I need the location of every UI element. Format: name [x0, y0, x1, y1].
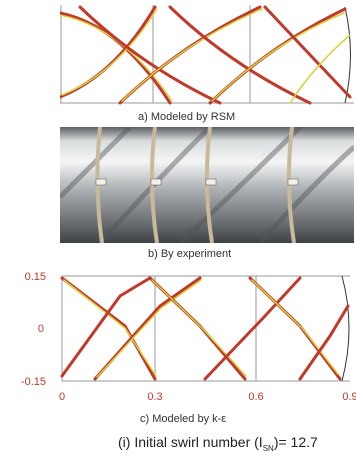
x-tick-0.3: 0.3	[147, 391, 162, 403]
figure-caption-value: )= 12.7	[273, 434, 318, 450]
rsm-pipe-outline	[344, 6, 351, 104]
y-tick-0: 0	[38, 323, 44, 335]
figure-caption-text: (i) Initial swirl number (I	[118, 434, 263, 450]
rsm-streaks	[60, 5, 352, 105]
kepsilon-streaks	[60, 276, 350, 381]
x-tick-0: 0	[59, 391, 65, 403]
x-tick-0.6: 0.6	[248, 391, 263, 403]
x-tick-0.9: 0.9	[342, 391, 356, 403]
kepsilon-caption: c) Modeled by k-ε	[140, 413, 227, 425]
rsm-caption: a) Modeled by RSM	[138, 111, 236, 123]
pipe-swirl-shadows	[60, 127, 354, 243]
figure-caption-subscript: SN	[262, 443, 274, 453]
rsm-grid	[60, 5, 354, 104]
kepsilon-pipe-outline	[341, 275, 350, 382]
y-tick-neg0.15: -0.15	[21, 376, 46, 388]
rsm-streak-plot	[60, 5, 354, 105]
figure-caption: (i) Initial swirl number (ISN)= 12.7	[118, 434, 318, 453]
k-epsilon-streak-plot: 0.15 0 -0.15 0 0.3 0.6 0.9	[21, 271, 356, 403]
experiment-caption: b) By experiment	[148, 248, 232, 260]
kepsilon-grid	[61, 275, 350, 382]
y-tick-0.15: 0.15	[25, 271, 46, 283]
experiment-photo	[60, 127, 354, 243]
kepsilon-y-ticks: 0.15 0 -0.15	[21, 271, 46, 388]
kepsilon-x-ticks: 0 0.3 0.6 0.9	[59, 391, 356, 403]
pipe-clamps	[95, 178, 299, 186]
